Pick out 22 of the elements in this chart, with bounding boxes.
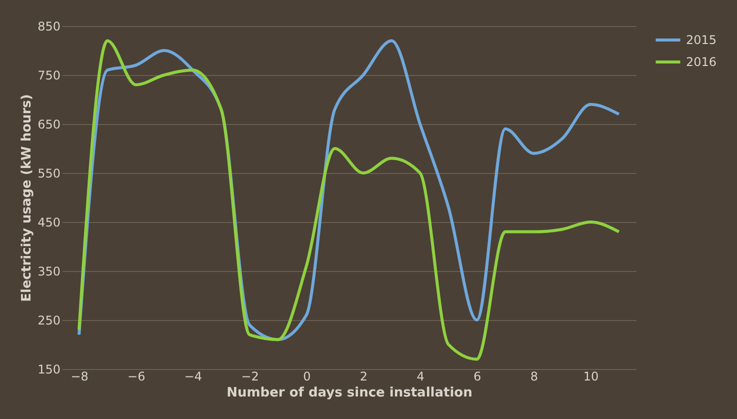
x-tick-label: −8 bbox=[70, 370, 88, 384]
y-tick-label: 350 bbox=[38, 264, 60, 278]
x-tick-label: 8 bbox=[530, 370, 538, 384]
y-tick-label: 250 bbox=[38, 314, 60, 328]
x-tick-label: 10 bbox=[583, 370, 599, 384]
x-tick-label: 0 bbox=[303, 370, 311, 384]
x-tick-label: −2 bbox=[241, 370, 259, 384]
y-tick-label: 850 bbox=[38, 20, 60, 34]
y-axis-title: Electricity usage (kW hours) bbox=[20, 94, 35, 302]
x-tick-label: −6 bbox=[128, 370, 146, 384]
x-tick-label: 2 bbox=[360, 370, 368, 384]
x-axis-title: Number of days since installation bbox=[226, 386, 472, 400]
y-tick-label: 450 bbox=[38, 216, 60, 230]
x-tick-label: 6 bbox=[474, 370, 482, 384]
legend-label: 2015 bbox=[686, 33, 717, 47]
y-tick-label: 650 bbox=[38, 118, 60, 132]
y-tick-label: 750 bbox=[38, 68, 60, 82]
y-tick-label: 150 bbox=[38, 362, 60, 376]
legend-label: 2016 bbox=[686, 55, 717, 69]
x-tick-label: −4 bbox=[184, 370, 202, 384]
x-tick-label: 4 bbox=[416, 370, 424, 384]
y-tick-label: 550 bbox=[38, 166, 60, 180]
